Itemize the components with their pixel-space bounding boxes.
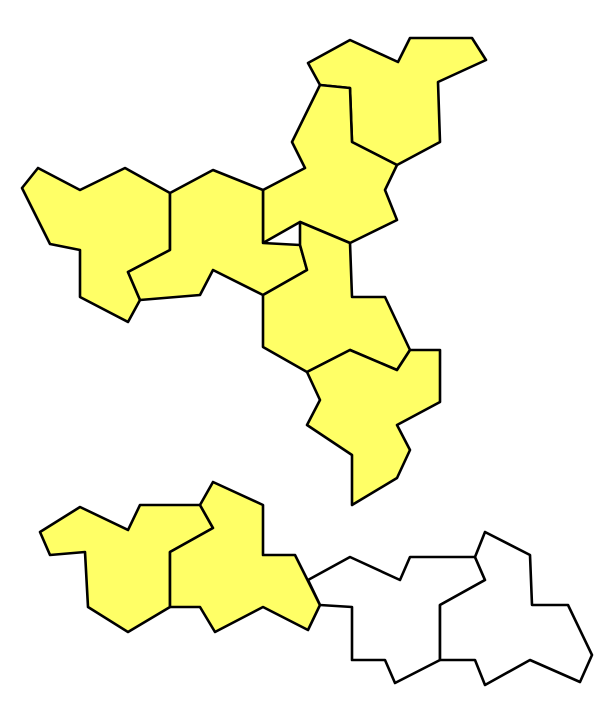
tile-10 (438, 530, 594, 687)
lower-row (38, 480, 594, 687)
tile-8 (168, 480, 322, 634)
upper-cluster (20, 36, 488, 507)
tile-6 (305, 348, 442, 507)
